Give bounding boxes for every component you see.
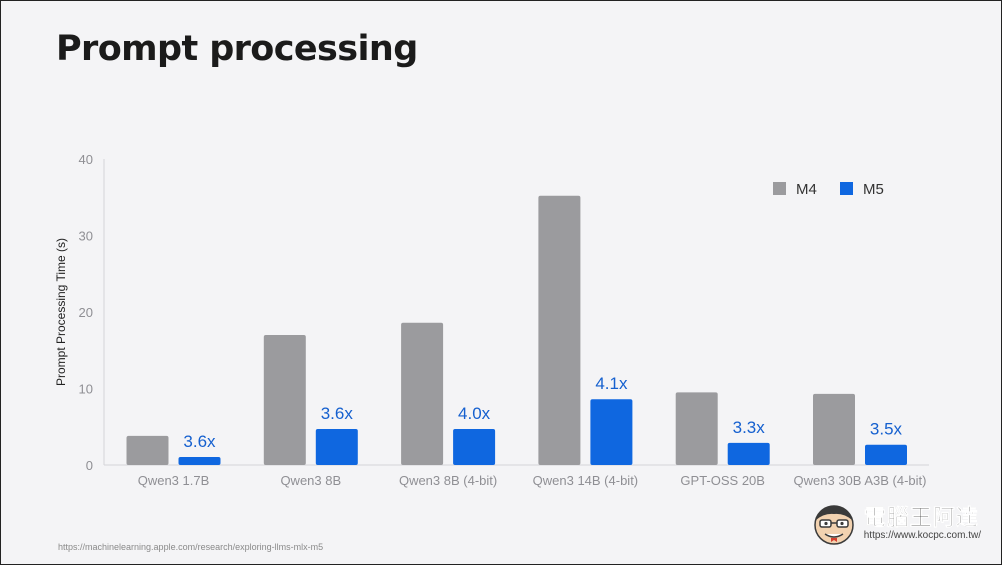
y-tick-label: 20 bbox=[79, 305, 93, 320]
x-tick-label: Qwen3 1.7B bbox=[138, 473, 210, 488]
watermark-url[interactable]: https://www.kocpc.com.tw/ bbox=[863, 530, 981, 542]
bar-m4 bbox=[126, 435, 169, 465]
bar-m5 bbox=[590, 399, 633, 465]
x-tick-label: Qwen3 14B (4-bit) bbox=[533, 473, 639, 488]
x-tick-label: Qwen3 30B A3B (4-bit) bbox=[794, 473, 927, 488]
bar-m5 bbox=[865, 444, 907, 465]
speedup-label: 3.3x bbox=[733, 418, 766, 437]
y-tick-label: 10 bbox=[79, 382, 93, 397]
speedup-label: 3.6x bbox=[183, 432, 216, 451]
legend-swatch bbox=[840, 182, 853, 195]
mascot-face-icon bbox=[813, 505, 854, 545]
bar-m5 bbox=[727, 442, 770, 465]
y-tick-label: 30 bbox=[79, 229, 93, 244]
bar-m5 bbox=[178, 456, 221, 465]
speedup-label: 3.6x bbox=[321, 404, 354, 423]
bar-m4 bbox=[401, 322, 444, 465]
watermark: 電腦王阿達 https://www.kocpc.com.tw/ bbox=[810, 502, 981, 546]
bar-m4 bbox=[813, 393, 855, 465]
bar-m5 bbox=[315, 429, 358, 465]
speedup-label: 3.5x bbox=[870, 420, 903, 439]
bar-m4 bbox=[675, 392, 718, 465]
legend-swatch bbox=[773, 182, 786, 195]
y-tick-label: 40 bbox=[79, 152, 93, 167]
bar-m4 bbox=[263, 334, 306, 465]
speedup-label: 4.1x bbox=[595, 374, 628, 393]
speedup-label: 4.0x bbox=[458, 404, 491, 423]
bar-m4 bbox=[538, 195, 581, 465]
bar-m5 bbox=[453, 429, 496, 465]
x-tick-label: Qwen3 8B bbox=[280, 473, 341, 488]
legend-label: M5 bbox=[863, 181, 884, 198]
x-tick-label: Qwen3 8B (4-bit) bbox=[399, 473, 497, 488]
x-tick-label: GPT-OSS 20B bbox=[680, 473, 765, 488]
legend-label: M4 bbox=[796, 181, 817, 198]
y-tick-label: 0 bbox=[86, 458, 93, 473]
y-axis-label: Prompt Processing Time (s) bbox=[54, 238, 68, 386]
source-url: https://machinelearning.apple.com/resear… bbox=[58, 542, 324, 552]
watermark-brand: 電腦王阿達 bbox=[863, 505, 979, 531]
chart-title: Prompt processing bbox=[56, 29, 418, 69]
